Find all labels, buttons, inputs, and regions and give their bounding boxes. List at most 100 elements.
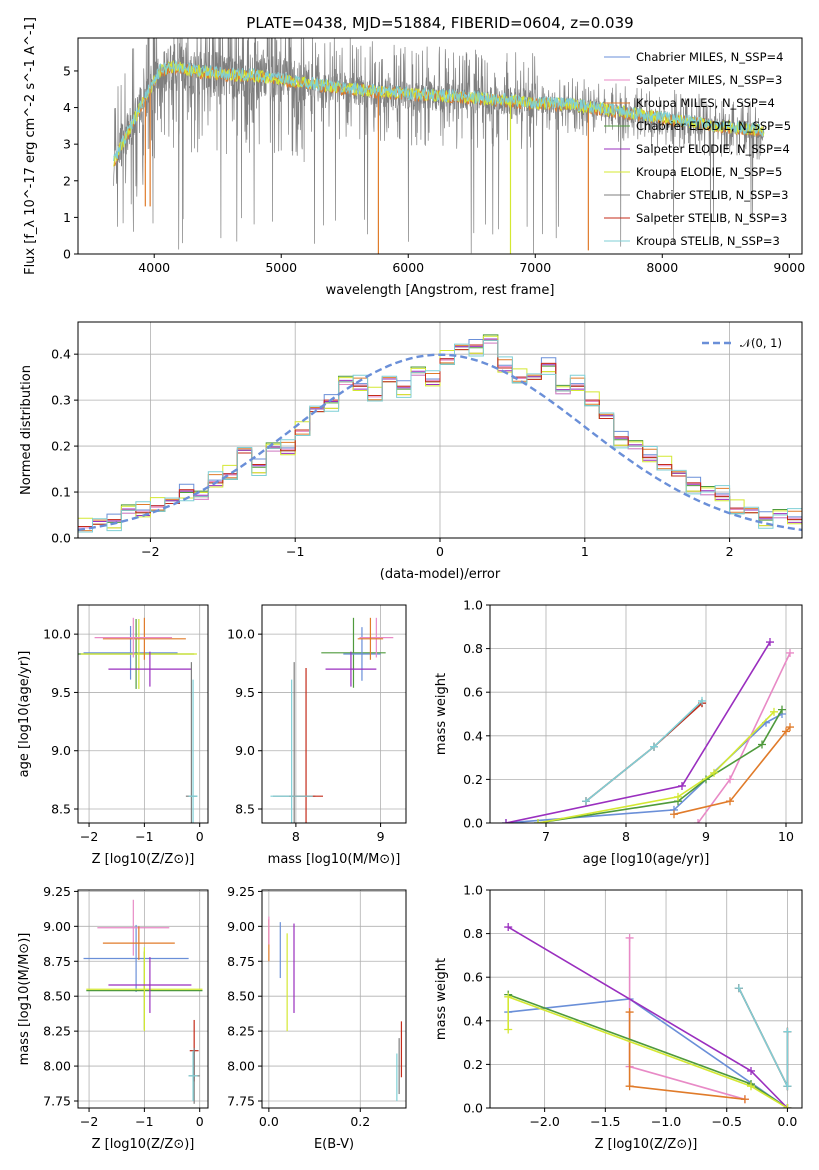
mass-weight-marker xyxy=(502,819,510,823)
y-tick-label: 0.4 xyxy=(463,728,483,743)
y-tick-label: 0.4 xyxy=(463,1013,483,1028)
x-tick-label: 4000 xyxy=(138,260,170,275)
mass-weight-marker xyxy=(770,707,778,716)
y-tick-label: 0.0 xyxy=(463,816,483,831)
x-tick-label: 8000 xyxy=(646,260,678,275)
mass-weight-vs-metallicity-panel: −2.0 −1.5 −1.0 −0.5 0.0 0.0 0.2 0.4 0.6 0.8 1.0 Z [… xyxy=(434,883,803,1152)
y-tick-label: 0 xyxy=(63,247,71,262)
x-axis-label: wavelength [Angstrom, rest frame] xyxy=(326,283,555,298)
axes-frame xyxy=(77,604,209,824)
mass-weight-marker xyxy=(726,775,734,784)
legend-label: 𝒩(0, 1) xyxy=(740,336,782,350)
y-tick-label: 4 xyxy=(63,100,71,115)
age-vs-metallicity-panel: −2 −1 0 8.5 9.0 9.5 10.0 Z [log10(Z/Z⊙)] age [lo… xyxy=(17,604,209,867)
mass-weight-marker xyxy=(783,1104,792,1108)
y-axis-label: age [log10(age/yr)] xyxy=(17,651,32,778)
x-tick-label: 9000 xyxy=(773,260,805,275)
y-tick-label: 8.00 xyxy=(43,1059,71,1074)
y-tick-label: 1 xyxy=(63,210,71,225)
y-tick-label: 9.25 xyxy=(43,884,71,899)
x-tick-label: −1 xyxy=(286,544,304,559)
x-tick-label: 7 xyxy=(542,829,550,844)
mass-weight-line xyxy=(673,726,791,816)
spectrum-panel: 4000 5000 6000 7000 8000 9000 0 1 2 3 4 5 wavelength… xyxy=(23,17,805,298)
x-tick-label: −1.5 xyxy=(590,1114,620,1129)
normal-curve xyxy=(78,353,802,532)
y-axis-label: mass [log10(M/M⊙)] xyxy=(17,933,32,1066)
x-tick-label: 10 xyxy=(778,829,794,844)
y-tick-label: 10.0 xyxy=(43,627,71,642)
x-axis-label: (data-model)/error xyxy=(380,567,501,582)
x-tick-label: 0 xyxy=(436,544,444,559)
x-tick-label: 2 xyxy=(726,544,734,559)
y-tick-label: 3 xyxy=(63,137,71,152)
y-tick-label: 0.6 xyxy=(463,970,483,985)
y-tick-label: 9.00 xyxy=(227,919,255,934)
x-axis-label: Z [log10(Z/Z⊙)] xyxy=(595,1137,698,1152)
y-tick-label: 0.2 xyxy=(463,772,483,787)
y-tick-label: 7.75 xyxy=(43,1094,71,1109)
mass-weight-marker xyxy=(782,727,790,736)
x-tick-label: 1 xyxy=(581,544,589,559)
x-tick-label: −1.0 xyxy=(651,1114,681,1129)
y-tick-label: 8.75 xyxy=(43,954,71,969)
y-tick-label: 0.0 xyxy=(463,1101,483,1116)
y-axis-label: mass weight xyxy=(434,673,449,755)
y-tick-label: 8.25 xyxy=(43,1024,71,1039)
mass-weight-marker xyxy=(758,740,766,749)
mass-weight-marker xyxy=(710,768,718,777)
x-axis-label: E(B-V) xyxy=(314,1137,354,1152)
mass-weight-marker xyxy=(694,819,702,823)
mass-weight-marker xyxy=(747,1066,756,1075)
x-tick-label: 0.0 xyxy=(259,1114,279,1129)
mass-weight-line xyxy=(507,995,788,1108)
y-tick-label: 8.50 xyxy=(227,989,255,1004)
y-tick-label: 8.75 xyxy=(227,954,255,969)
x-tick-label: 0.2 xyxy=(350,1114,370,1129)
mass-weight-vs-age-panel: 7 8 9 10 0.0 0.2 0.4 0.6 0.8 1.0 age [log10(age/yr… xyxy=(434,598,803,867)
y-tick-label: 8.25 xyxy=(227,1024,255,1039)
mass-weight-marker xyxy=(678,781,686,790)
y-tick-label: 2 xyxy=(63,173,71,188)
y-tick-label: 0.8 xyxy=(463,926,483,941)
mass-weight-marker xyxy=(726,797,734,806)
legend-label: Salpeter MILES, N_SSP=3 xyxy=(636,73,782,87)
mass-weight-marker xyxy=(504,992,513,1001)
mass-weight-marker xyxy=(625,933,634,942)
x-axis-label: Z [log10(Z/Z⊙)] xyxy=(92,1137,195,1152)
y-tick-label: 9.00 xyxy=(43,919,71,934)
mass-weight-marker xyxy=(698,696,706,705)
legend-label: Chabrier MILES, N_SSP=4 xyxy=(636,50,783,64)
x-tick-label: −2.0 xyxy=(529,1114,559,1129)
axes-frame xyxy=(489,889,803,1109)
axes-frame xyxy=(261,889,407,1109)
x-tick-label: 8 xyxy=(622,829,630,844)
legend-label: Chabrier STELIB, N_SSP=3 xyxy=(636,188,788,202)
x-tick-label: 9 xyxy=(377,829,385,844)
mass-vs-extinction-panel: 0.0 0.2 7.75 8.00 8.25 8.50 8.75 9.00 9.25 E(B-V) xyxy=(227,884,407,1152)
axes-frame xyxy=(489,604,803,824)
y-tick-label: 8.5 xyxy=(235,802,255,817)
mass-weight-marker xyxy=(650,742,658,751)
mass-weight-marker xyxy=(734,984,743,993)
x-tick-label: −2 xyxy=(141,544,159,559)
y-axis-label: Flux [f_λ 10^-17 erg cm^-2 s^-1 A^-1] xyxy=(23,17,38,275)
mass-weight-marker xyxy=(670,810,678,819)
legend-label: Chabrier ELODIE, N_SSP=5 xyxy=(636,119,791,133)
mass-weight-marker xyxy=(674,792,682,801)
residual-histogram-step xyxy=(78,339,802,533)
x-axis-label: Z [log10(Z/Z⊙)] xyxy=(92,852,195,867)
legend-label: Salpeter STELIB, N_SSP=3 xyxy=(636,211,787,225)
y-tick-label: 0.0 xyxy=(51,531,71,546)
y-tick-label: 1.0 xyxy=(463,883,483,898)
y-tick-label: 0.8 xyxy=(463,641,483,656)
mass-weight-marker xyxy=(778,705,786,714)
y-tick-label: 1.0 xyxy=(463,598,483,613)
x-tick-label: −1 xyxy=(135,1114,153,1129)
mass-weight-marker xyxy=(783,1027,792,1036)
mass-weight-marker xyxy=(582,797,590,806)
y-tick-label: 7.75 xyxy=(227,1094,255,1109)
x-tick-label: 6000 xyxy=(392,260,424,275)
mass-weight-marker xyxy=(504,923,513,932)
legend-label: Kroupa MILES, N_SSP=4 xyxy=(636,96,775,110)
